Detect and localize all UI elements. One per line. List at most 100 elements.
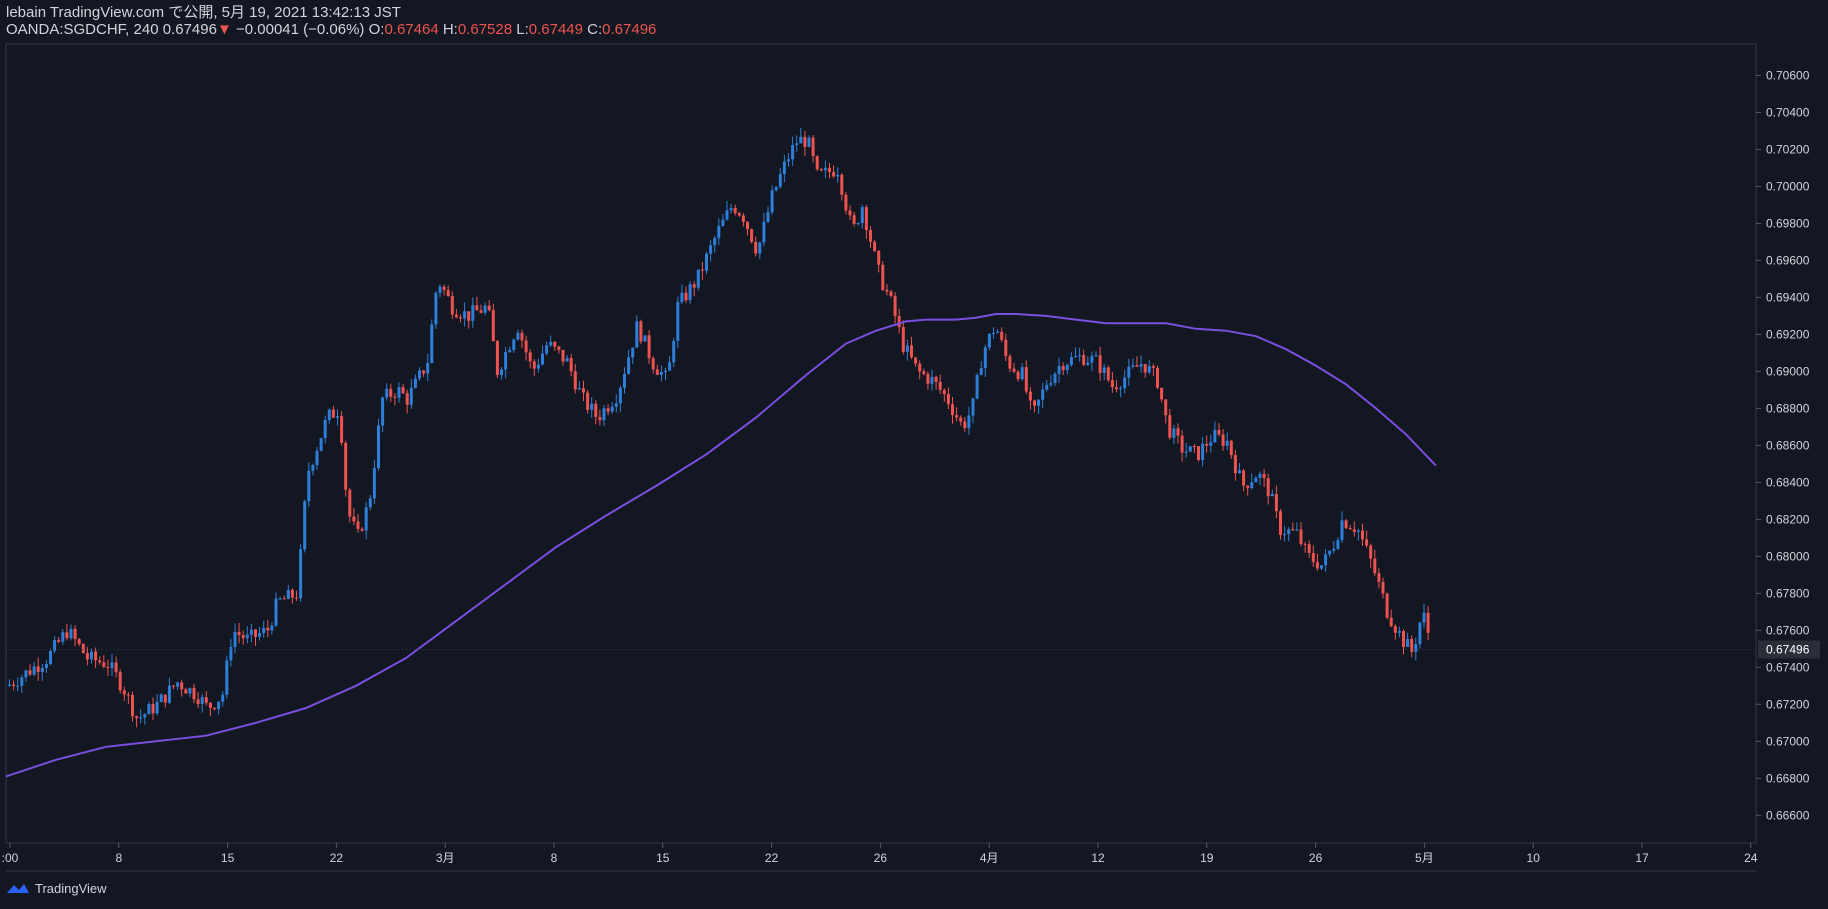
candle-body [159,694,163,702]
candle-body [286,589,290,600]
candle-body [869,230,872,242]
candle-body [196,699,200,704]
candle-body [1221,434,1225,446]
candle-body [1065,364,1069,371]
candle-body [12,684,16,686]
candle-body [725,210,729,220]
candle-body [266,627,270,631]
candle-body [8,684,11,686]
candle-body [487,305,491,311]
candle-body [192,688,196,700]
candle-body [512,339,516,350]
candle-body [586,392,590,410]
x-tick-label: 8 [115,851,122,865]
candle-body [94,651,98,661]
candle-body [1049,383,1053,385]
candle-body [356,521,360,529]
low-value: 0.67449 [528,21,583,38]
candle-body [69,628,73,639]
candle-body [319,438,323,451]
candle-body [331,409,335,418]
candle-body [1258,473,1262,478]
candle-body [1115,387,1118,390]
candle-body [787,159,790,162]
candle-body [885,289,889,292]
candle-body [454,314,458,318]
candle-body [1246,485,1250,489]
brand-label: TradingView [35,881,107,896]
candle-body [126,694,130,696]
candle-body [307,470,311,502]
candle-body [254,629,257,637]
candle-body [627,357,631,374]
candle-body [135,716,139,719]
candle-body [959,417,963,422]
candle-body [1069,357,1073,365]
candle-body [741,215,745,222]
candle-body [774,186,778,191]
candle-body [1041,389,1045,400]
candle-body [434,292,438,325]
candle-body [1287,529,1291,535]
y-tick-label: 0.68600 [1766,438,1810,452]
candle-body [1402,631,1405,647]
candle-body [65,632,69,639]
candle-body [176,682,180,687]
candle-body [393,396,397,398]
candle-body [57,640,61,642]
candle-body [782,161,786,175]
candle-body [926,374,930,384]
candle-body [1422,612,1426,623]
candle-body [1024,367,1028,392]
candle-body [709,245,713,254]
candle-body [918,363,922,372]
price-change: −0.00041 (−0.06%) [235,21,365,38]
candle-body [836,174,840,177]
candle-body [73,628,77,640]
candle-body [1418,622,1422,645]
last-price: 0.67496 [162,21,217,38]
candle-body [618,387,622,404]
candle-body [1090,356,1094,363]
candle-body [1332,548,1336,551]
candle-body [659,372,663,375]
candle-body [520,332,524,341]
candle-body [504,352,508,370]
candle-body [1381,581,1385,594]
candle-body [1139,363,1143,367]
candle-body [237,631,241,636]
x-tick-label: 8 [551,851,558,865]
candle-body [1053,373,1057,384]
candle-body [549,341,553,346]
x-tick-label: 15 [656,851,670,865]
candle-body [1147,366,1151,373]
candle-body [922,371,926,375]
candle-body [545,345,549,354]
candle-body [934,376,938,382]
candle-body [1311,552,1315,563]
candle-body [1385,593,1389,618]
candle-body [905,345,909,352]
candle-body [180,682,184,690]
candle-body [840,174,844,195]
candle-body [1233,455,1237,474]
candle-body [807,137,811,147]
candle-body [90,651,93,660]
candle-body [262,627,266,634]
candle-body [532,361,536,369]
candle-body [217,701,221,709]
candle-body [983,347,987,369]
candle-body [1315,562,1319,569]
candle-body [225,660,229,695]
candle-body [1242,470,1246,486]
candle-body [377,425,380,469]
candle-body [938,381,942,391]
candle-body [1012,368,1016,372]
y-tick-label: 0.68200 [1766,512,1810,526]
candle-body [184,689,188,694]
candle-body [450,296,454,315]
candle-body [430,324,434,364]
candle-body [413,378,417,388]
candle-body [733,208,737,214]
